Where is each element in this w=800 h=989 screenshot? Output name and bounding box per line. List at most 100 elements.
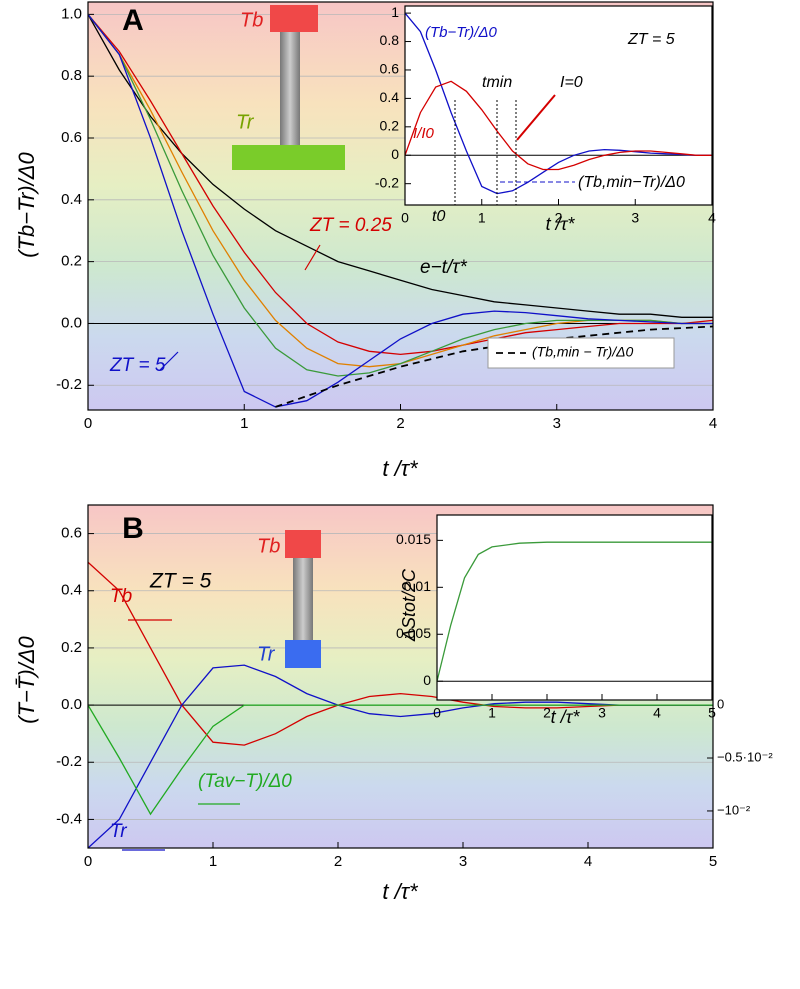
y2-tick-label: −0.5·10⁻²	[717, 749, 773, 764]
y-tick-label: 0.005	[396, 625, 431, 641]
x-tick-label: 2	[543, 705, 551, 721]
y-tick-label: -0.4	[56, 810, 82, 827]
rod	[293, 558, 313, 640]
series-line	[405, 12, 712, 195]
y-tick-label: 0.4	[380, 89, 400, 105]
plot-frame	[87, 1, 714, 411]
y-tick-label: 0	[423, 672, 431, 688]
x-tick-label: 0	[433, 705, 441, 721]
y-tick-label: 0.2	[380, 118, 400, 134]
x-tick-label: 4	[708, 210, 716, 226]
y-tick-label: 0.2	[61, 639, 82, 656]
series-label: Tb	[110, 586, 132, 607]
series-line	[275, 325, 713, 408]
y-tick-label: 0.4	[61, 191, 82, 208]
y-tick-label: 0.6	[61, 129, 82, 146]
x-axis-label: t /τ*	[382, 879, 419, 904]
cold-block	[285, 640, 321, 668]
series-line	[88, 13, 713, 356]
y-tick-label: 0.0	[61, 696, 82, 713]
y2-tick-label: 0	[717, 697, 724, 712]
series-label: e−t/τ*	[420, 257, 467, 278]
arrow	[516, 94, 556, 141]
hot-block	[270, 5, 318, 32]
x-tick-label: 2	[334, 853, 342, 870]
x-axis-label: t /τ*	[551, 707, 581, 727]
series-line	[88, 704, 713, 816]
annotation: (Tb,min−Tr)/Δ0	[578, 174, 685, 191]
x-tick-label: 5	[709, 853, 717, 870]
legend-box	[487, 337, 675, 369]
arrow	[304, 244, 321, 271]
x-axis-label: t /τ*	[546, 214, 576, 234]
y-tick-label: 0.0	[61, 314, 82, 331]
series-label: Tr	[110, 821, 127, 842]
series-label: ZT = 5	[109, 355, 166, 376]
annotation: I=0	[560, 74, 583, 91]
plot-background	[405, 6, 712, 205]
x-tick-label: 1	[478, 210, 486, 226]
x-tick-label: 2	[396, 415, 404, 432]
illustration-label: Tb	[257, 535, 280, 557]
y-tick-label: 0.2	[61, 253, 82, 270]
plot-background	[437, 515, 712, 700]
y-tick-label: 0.6	[380, 61, 400, 77]
plot-frame	[404, 5, 713, 206]
y-axis-label: (Tb−Tr)/Δ0	[14, 152, 39, 258]
series-label: (Tav−T)/Δ0	[198, 771, 292, 792]
x-tick-label: 3	[459, 853, 467, 870]
x-tick-label: 1	[240, 415, 248, 432]
y-tick-label: 0.6	[61, 525, 82, 542]
y-tick-label: -0.2	[375, 174, 399, 190]
x-tick-label: 4	[584, 853, 592, 870]
x-tick-label: 3	[553, 415, 561, 432]
annotation: t0	[432, 208, 445, 225]
y-axis-label: ΔStot/2C	[399, 568, 419, 642]
x-tick-label: 1	[209, 853, 217, 870]
y-tick-label: -0.2	[56, 376, 82, 393]
y-tick-label: 0	[391, 146, 399, 162]
x-tick-label: 3	[631, 210, 639, 226]
series-line	[437, 541, 712, 682]
cold-slab	[232, 145, 345, 170]
y-tick-label: 0.015	[396, 531, 431, 547]
y-tick-label: 0.8	[380, 32, 400, 48]
x-tick-label: 0	[84, 415, 92, 432]
series-line	[405, 80, 712, 171]
hot-block	[285, 530, 321, 558]
rod	[280, 32, 300, 145]
series-label: ZT = 0.25	[309, 215, 392, 236]
annotation: tmin	[482, 74, 512, 91]
x-tick-label: 1	[488, 705, 496, 721]
illustration-label: Tb	[240, 9, 263, 31]
panel-letter: B	[122, 512, 144, 545]
x-axis-label: t /τ*	[382, 456, 419, 481]
y-tick-label: 0.8	[61, 67, 82, 84]
series-line	[88, 14, 713, 408]
plot-frame	[436, 514, 713, 701]
y-tick-label: 1	[391, 4, 399, 20]
x-tick-label: 5	[708, 705, 716, 721]
arrow	[159, 351, 179, 371]
y-axis-label: (T−T̄)/Δ0	[14, 635, 39, 723]
y2-tick-label: −10⁻²	[717, 802, 751, 817]
annotation: ZT = 5	[627, 31, 675, 48]
x-tick-label: 4	[653, 705, 661, 721]
plot-frame	[87, 504, 714, 849]
series-label: I/I0	[413, 125, 435, 142]
y-tick-label: 1.0	[61, 5, 82, 22]
illustration-label: Tr	[236, 111, 255, 133]
y-tick-label: 0.4	[61, 582, 82, 599]
x-tick-label: 4	[709, 415, 717, 432]
x-tick-label: 0	[401, 210, 409, 226]
x-tick-label: 0	[84, 853, 92, 870]
series-label: (Tb−Tr)/Δ0	[425, 24, 498, 41]
legend-label: (Tb,min − Tr)/Δ0	[532, 344, 634, 360]
y-tick-label: 0.01	[404, 578, 431, 594]
annotation: ZT = 5	[149, 570, 212, 593]
y-tick-label: -0.2	[56, 753, 82, 770]
x-tick-label: 3	[598, 705, 606, 721]
x-tick-label: 2	[555, 210, 563, 226]
series-line	[88, 14, 713, 318]
